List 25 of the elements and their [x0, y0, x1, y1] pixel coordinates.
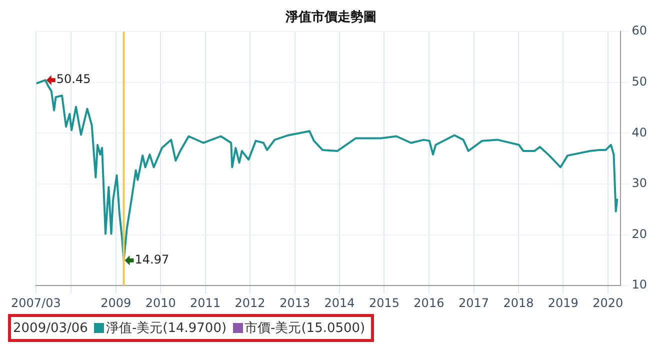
x-tick-label: 2017: [458, 296, 490, 310]
x-tick-label: 2016: [414, 296, 444, 310]
x-tick-label: 2019: [548, 296, 578, 310]
x-tick-label: 2011: [190, 296, 221, 310]
x-tick-label: 2012: [234, 296, 266, 310]
x-tick-label: 2020: [592, 296, 624, 310]
legend-label: 淨值-美元(14.9700): [106, 320, 227, 337]
annotation: 14.97: [134, 252, 170, 266]
x-tick-label: 2010: [145, 296, 176, 310]
x-tick-label: 2013: [280, 296, 310, 310]
y-tick-label: 60: [632, 24, 648, 38]
annotation: 50.45: [56, 72, 91, 86]
y-tick-label: 40: [632, 125, 648, 140]
x-tick-label: 2018: [503, 296, 534, 310]
text: 2009/03/06: [13, 320, 88, 336]
y-tick-label: 30: [632, 176, 648, 190]
x-tick-label: 2007/03: [10, 296, 61, 310]
x-tick-label: 2009: [100, 296, 132, 310]
x-tick-label: 2014: [324, 296, 355, 310]
y-tick-label: 10: [632, 278, 648, 292]
y-tick-label: 50: [632, 74, 648, 89]
y-tick-label: 20: [632, 226, 648, 241]
legend-label: 市價-美元(15.0500): [244, 320, 366, 337]
chart-title: 淨值市價走勢圖: [284, 9, 376, 26]
x-tick-label: 2015: [368, 296, 400, 310]
